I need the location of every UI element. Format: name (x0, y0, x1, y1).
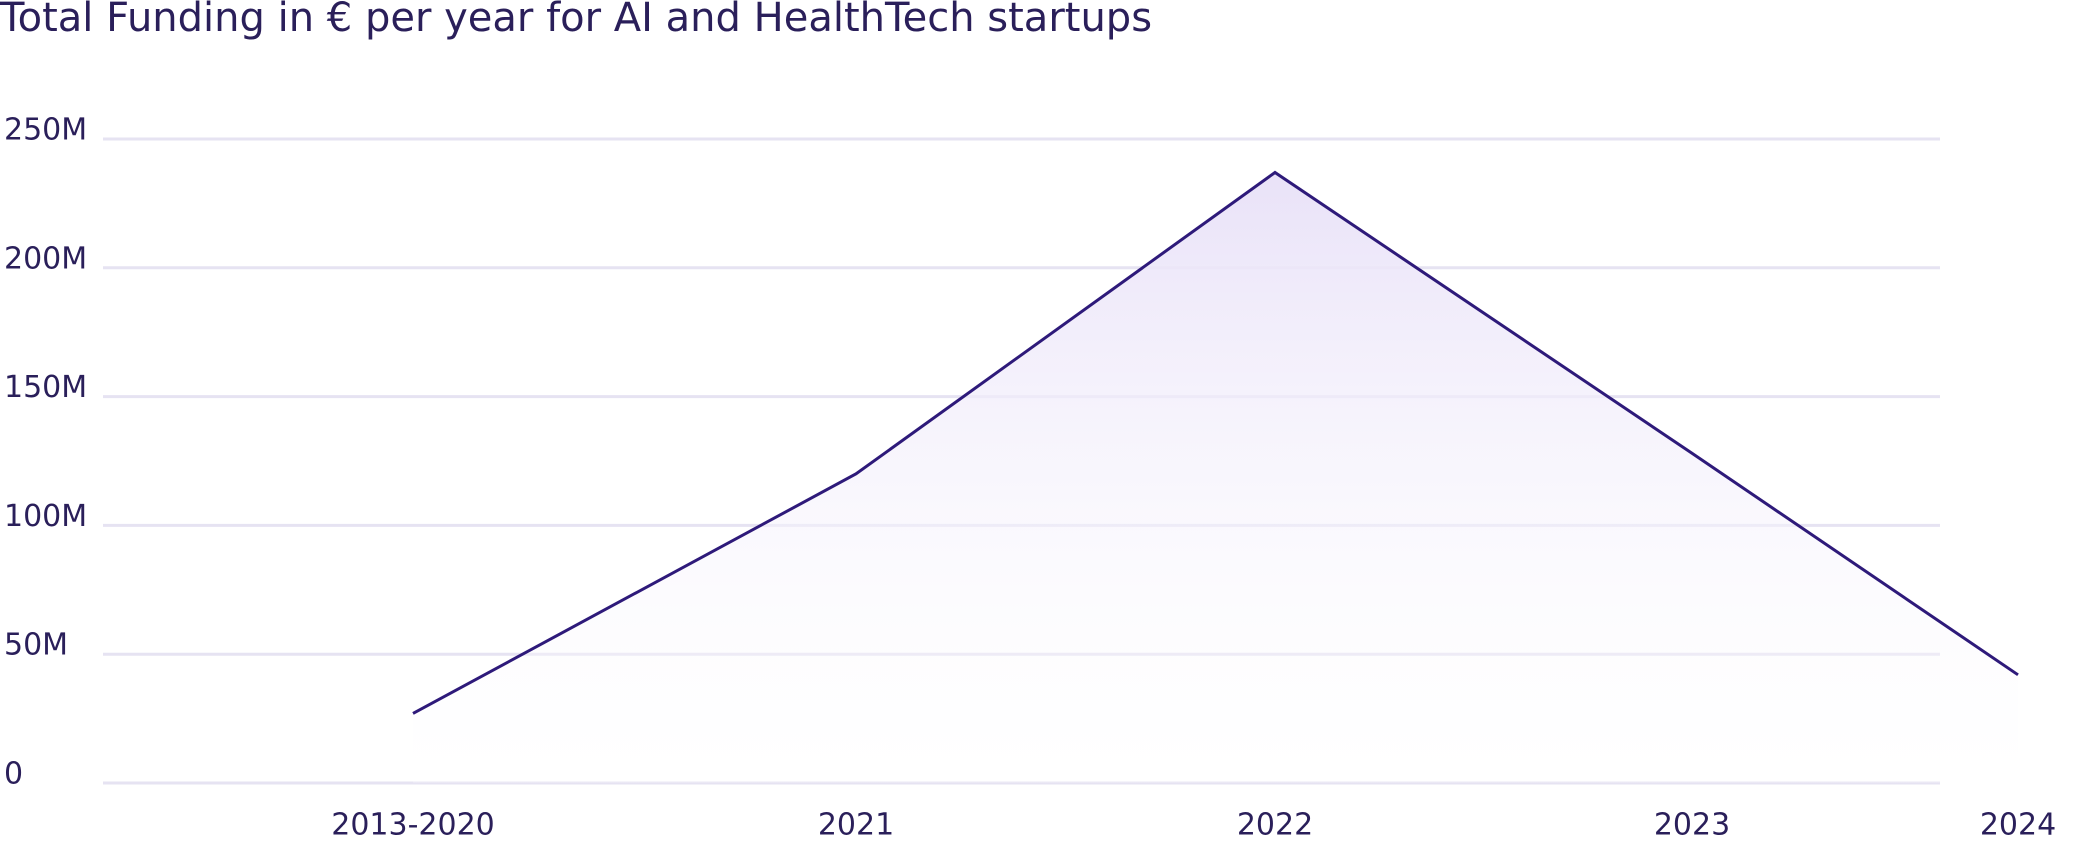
x-tick-label: 2023 (1654, 808, 1730, 843)
area (413, 172, 2018, 783)
y-tick-label: 250M (4, 113, 87, 148)
chart-title: Total Funding in € per year for AI and H… (0, 0, 1152, 41)
y-tick-label: 0 (4, 757, 23, 792)
y-tick-label: 200M (4, 241, 87, 276)
x-tick-label: 2021 (818, 808, 894, 843)
y-tick-label: 150M (4, 370, 87, 405)
y-tick-label: 50M (4, 628, 68, 663)
x-tick-label: 2022 (1237, 808, 1313, 843)
y-tick-label: 100M (4, 499, 87, 534)
line (412, 170, 2019, 715)
x-tick-label: 2024 (1980, 808, 2056, 843)
x-tick-label: 2013-2020 (331, 808, 495, 843)
